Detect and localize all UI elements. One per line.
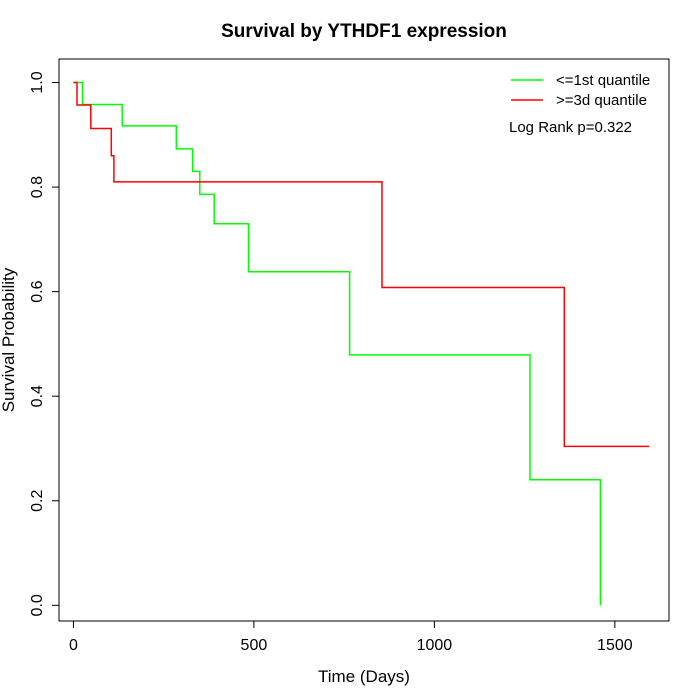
survival-curve-2	[73, 81, 650, 448]
y-tick-label: 1.0	[29, 71, 46, 93]
y-tick-label: 0.4	[29, 385, 46, 407]
y-axis-label: Survival Probability	[0, 267, 18, 412]
x-axis: 0 500 1000 1500	[69, 620, 633, 654]
x-tick-label: 1000	[417, 637, 453, 654]
y-tick-label: 0.2	[29, 490, 46, 512]
survival-curve-1	[73, 81, 602, 606]
log-rank-annotation: Log Rank p=0.322	[509, 119, 632, 136]
y-tick-label: 0.6	[29, 280, 46, 302]
legend-label: >=3d quantile	[556, 92, 647, 109]
plot-frame	[58, 58, 670, 622]
x-tick-label: 0	[69, 637, 78, 654]
y-tick-label: 0.8	[29, 176, 46, 198]
y-axis: 0.0 0.2 0.4 0.6 0.8 1.0	[29, 71, 60, 616]
x-tick-label: 500	[241, 637, 268, 654]
chart-title: Survival by YTHDF1 expression	[221, 21, 507, 42]
legend-label: <=1st quantile	[556, 72, 650, 89]
y-tick-label: 0.0	[29, 594, 46, 616]
series-layer	[73, 81, 650, 606]
x-tick-label: 1500	[597, 637, 633, 654]
legend: <=1st quantile >=3d quantile	[511, 72, 650, 109]
x-axis-label: Time (Days)	[318, 667, 410, 686]
